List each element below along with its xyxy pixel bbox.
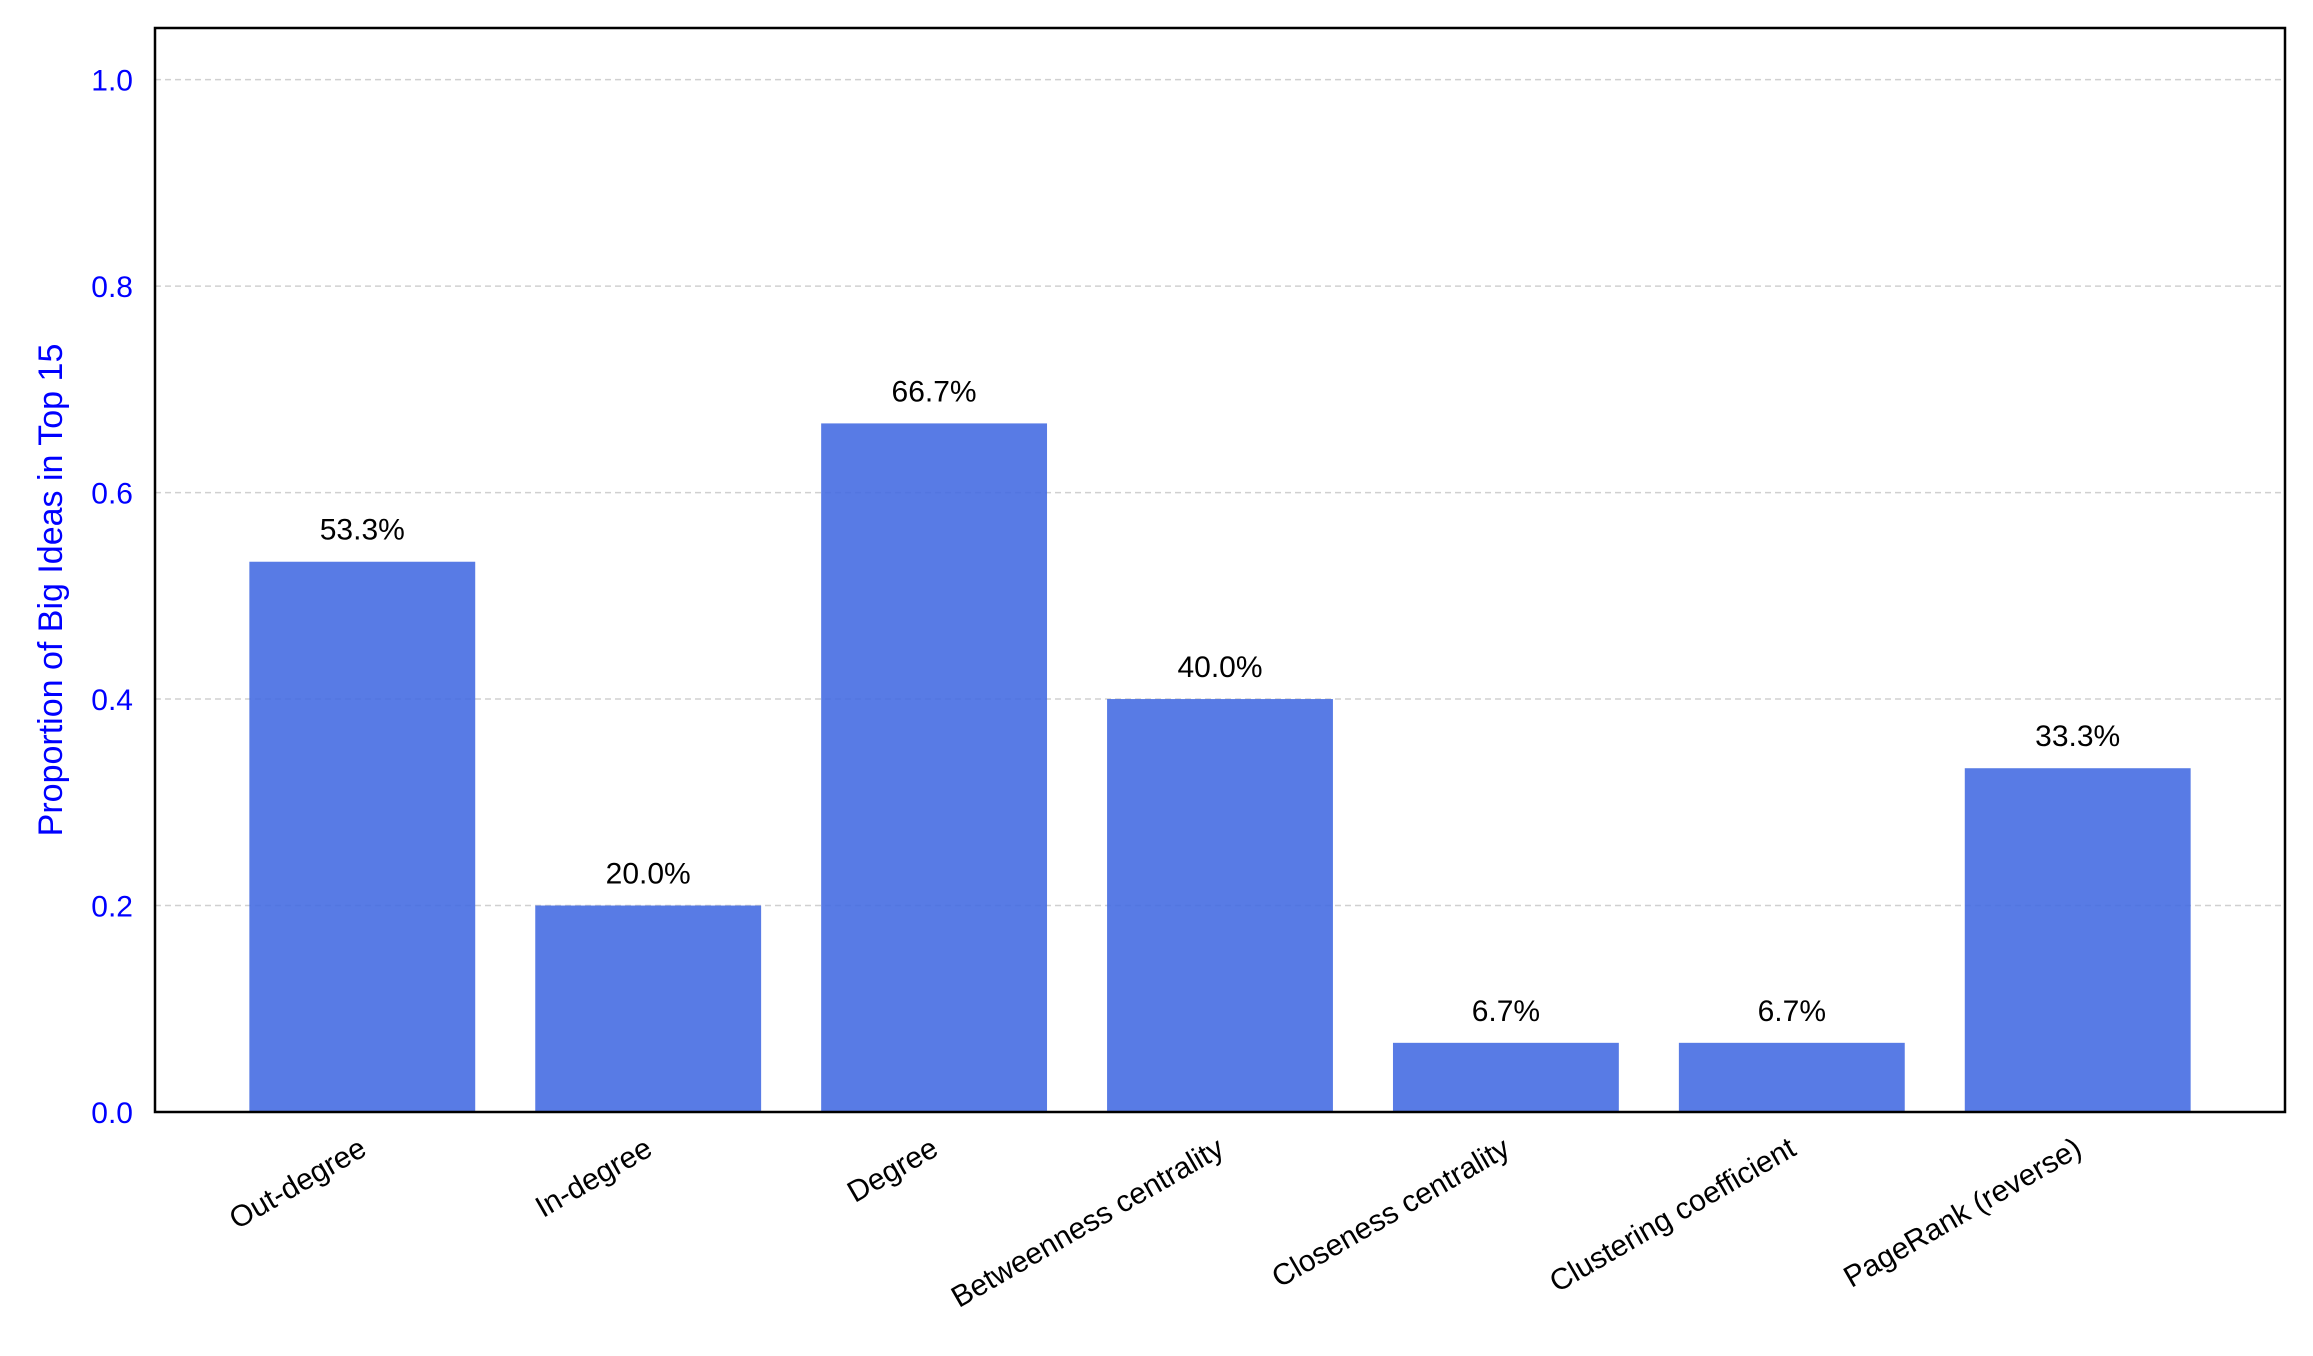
y-tick-label: 0.6 — [91, 478, 133, 511]
plot-frame — [153, 26, 2287, 1114]
bar — [249, 561, 476, 1112]
bar — [535, 905, 762, 1112]
y-tick-label: 0.4 — [91, 684, 133, 717]
bar-value-label: 6.7% — [1758, 995, 1826, 1028]
bar-value-label: 53.3% — [320, 514, 405, 547]
bar-value-label: 6.7% — [1472, 995, 1540, 1028]
x-tick-label: Degree — [842, 1131, 944, 1209]
y-axis-ticks: 0.0 0.2 0.4 0.6 0.8 1.0 — [91, 65, 133, 1130]
bar-value-label: 20.0% — [606, 858, 691, 891]
bar-value-label: 66.7% — [892, 375, 977, 408]
x-tick-label: In-degree — [530, 1131, 658, 1224]
bar — [1678, 1042, 1905, 1112]
y-tick-label: 0.2 — [91, 891, 133, 924]
y-axis-label: Proportion of Big Ideas in Top 15 — [32, 344, 70, 837]
y-tick-label: 0.8 — [91, 271, 133, 304]
bar — [1107, 699, 1333, 1112]
y-tick-label: 1.0 — [91, 65, 133, 98]
bar — [1964, 768, 2191, 1112]
x-tick-label: PageRank (reverse) — [1838, 1131, 2087, 1294]
bar-value-label: 33.3% — [2035, 720, 2120, 753]
y-tick-label: 0.0 — [91, 1097, 133, 1130]
grid-lines — [155, 78, 2285, 907]
bar-value-label: 40.0% — [1177, 651, 1262, 684]
bar-value-labels: 53.3% 20.0% 66.7% 40.0% 6.7% 6.7% 33.3% — [320, 375, 2121, 1027]
x-axis-ticks: Out-degree In-degree Degree Betweenness cen… — [224, 1131, 2087, 1314]
bar — [1392, 1042, 1619, 1112]
bar — [821, 423, 1048, 1112]
bars — [249, 423, 2191, 1112]
x-tick-label: Out-degree — [224, 1131, 372, 1235]
x-tick-label: Clustering coefficient — [1544, 1131, 1802, 1299]
x-tick-label: Betweenness centrality — [946, 1131, 1230, 1314]
x-tick-label: Closeness centrality — [1266, 1131, 1515, 1294]
